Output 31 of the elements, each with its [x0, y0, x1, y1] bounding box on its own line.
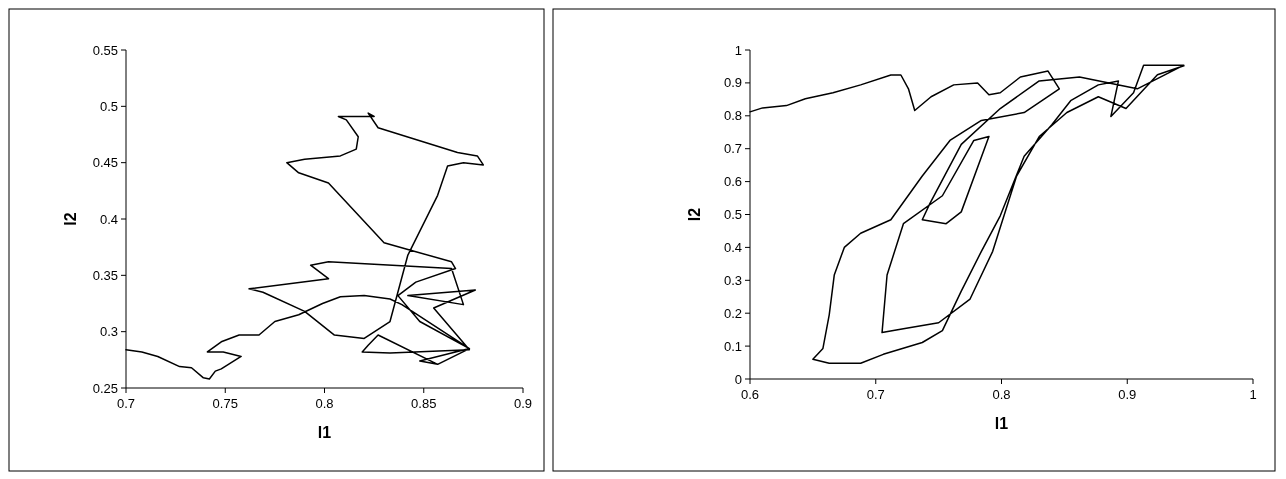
x-tick-label: 0.9: [1118, 387, 1137, 402]
y-tick-label: 0.6: [723, 174, 742, 190]
x-axis-title: l1: [317, 424, 332, 441]
y-tick-label: 0.45: [92, 155, 118, 171]
y-axis-title: l2: [62, 212, 79, 226]
y-tick-label: 0.4: [99, 211, 118, 227]
x-tick-label: 0.7: [866, 387, 885, 402]
x-tick-label: 0.7: [116, 396, 136, 411]
y-tick-label: 0.1: [723, 338, 742, 354]
y-tick-label: 0.4: [723, 239, 742, 255]
y-tick-label: 0.5: [723, 207, 742, 223]
x-tick-label: 1: [1249, 387, 1257, 402]
y-tick-label: 0.55: [92, 42, 118, 58]
y-tick-label: 0.35: [92, 267, 118, 283]
y-tick-label: 0.3: [723, 272, 742, 288]
y-tick-label: 0.8: [723, 108, 742, 124]
y-tick-label: 0.7: [723, 141, 742, 157]
x-tick-label: 0.8: [315, 396, 334, 411]
x-axis-title: l1: [994, 415, 1009, 432]
y-tick-label: 1: [734, 42, 742, 58]
y-tick-label: 0.25: [92, 380, 118, 396]
y-axis-title: l2: [686, 207, 703, 222]
y-tick-label: 0: [734, 371, 742, 387]
x-tick-label: 0.75: [212, 396, 238, 411]
x-tick-label: 0.8: [992, 387, 1011, 402]
x-tick-label: 0.85: [411, 396, 437, 411]
y-tick-label: 0.5: [99, 98, 118, 114]
y-tick-label: 0.3: [99, 324, 118, 340]
y-tick-label: 0.2: [723, 305, 742, 321]
y-tick-label: 0.9: [723, 75, 742, 91]
x-tick-label: 0.9: [513, 396, 533, 411]
